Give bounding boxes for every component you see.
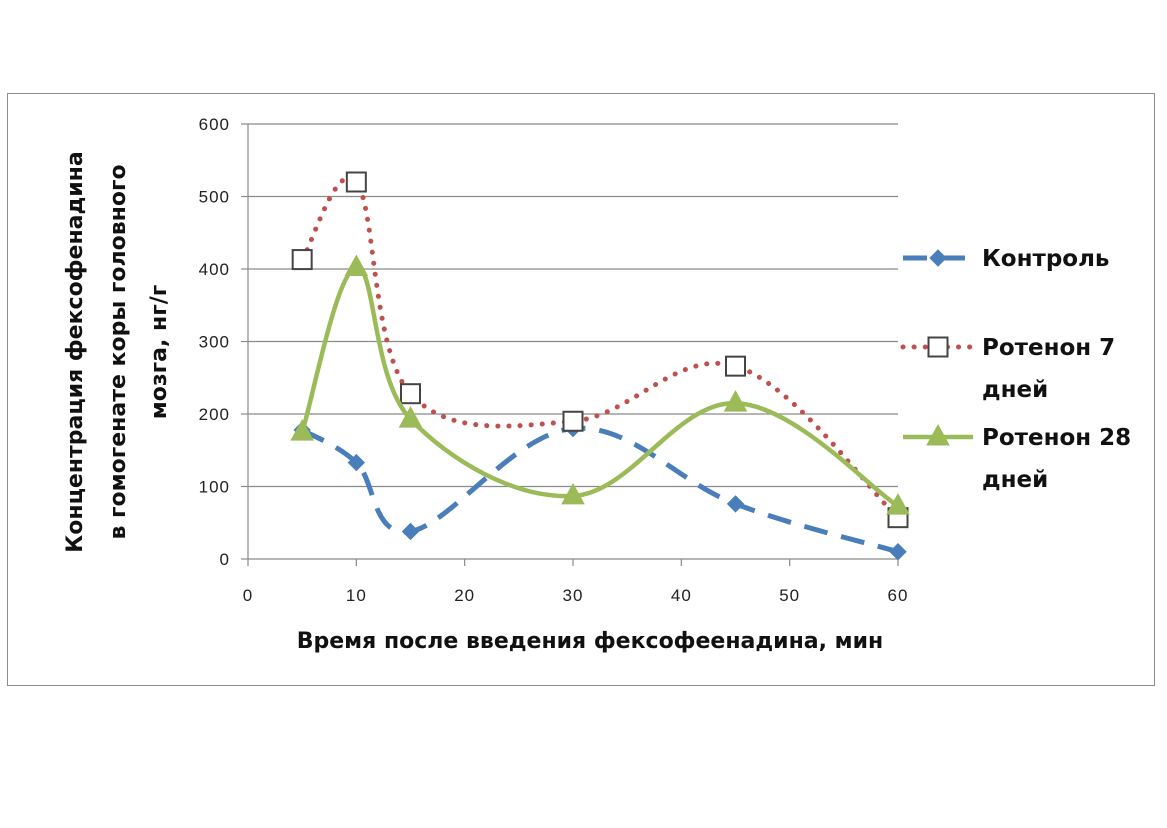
y-tick-label: 200 <box>199 405 230 424</box>
y-tick-label: 100 <box>199 478 230 497</box>
x-tick-label: 40 <box>671 586 692 605</box>
legend: Контроль Ротенон 7 дней Ротенон 28 дней <box>900 246 1131 493</box>
x-tick-label: 20 <box>454 586 475 605</box>
data-point <box>886 493 910 515</box>
axis-titles: Время после введения фексофеенадина, мин… <box>63 151 883 654</box>
x-tick-label: 50 <box>779 586 800 605</box>
x-tick-label: 10 <box>346 586 367 605</box>
y-tick-label: 0 <box>220 550 230 569</box>
y-tick-label: 500 <box>199 188 230 207</box>
x-tick-label: 0 <box>243 586 253 605</box>
legend-marker-0 <box>929 249 947 267</box>
x-axis-title: Время после введения фексофеенадина, мин <box>297 629 884 654</box>
x-tick-labels: 0 10 20 30 40 50 60 <box>243 586 909 605</box>
y-axis-title-line-1: Концентрация фексофенадина <box>63 151 88 552</box>
legend-label-line: дней <box>982 377 1048 403</box>
series-1 <box>291 171 909 529</box>
y-tick-labels: 0 100 200 300 400 500 600 <box>199 115 230 569</box>
data-point <box>400 383 421 405</box>
data-point <box>398 406 423 428</box>
legend-marker-2 <box>926 423 950 446</box>
y-axis-title-line-3: мозга, нг/г <box>147 285 172 419</box>
legend-marker-1 <box>927 336 949 358</box>
data-point <box>725 355 746 377</box>
y-tick-label: 400 <box>199 260 230 279</box>
data-point <box>726 495 745 513</box>
chart-frame <box>7 93 1155 686</box>
legend-item-2: Ротенон 28 дней <box>903 423 1131 493</box>
y-axis-title-line-2: в гомогенате коры головного <box>106 164 131 539</box>
data-point <box>290 419 315 441</box>
series-line-2 <box>300 265 900 508</box>
data-point <box>889 543 907 561</box>
data-point <box>562 410 584 432</box>
data-point <box>344 254 369 277</box>
data-point <box>345 171 367 193</box>
series-2 <box>290 254 910 515</box>
series-line-0 <box>300 425 899 555</box>
legend-item-0: Контроль <box>903 246 1109 272</box>
y-tick-label: 300 <box>199 333 230 352</box>
legend-label-line: дней <box>982 467 1048 493</box>
x-tick-label: 30 <box>563 586 584 605</box>
data-point <box>723 390 748 412</box>
legend-label-line: Контроль <box>982 246 1109 272</box>
data-point <box>291 249 313 271</box>
legend-label-line: Ротенон 7 <box>982 335 1115 361</box>
series-line-1 <box>299 175 901 521</box>
data-point <box>347 453 366 472</box>
legend-label-line: Ротенон 28 <box>982 425 1131 451</box>
axes <box>241 123 899 566</box>
data-point <box>401 522 420 541</box>
y-tick-label: 600 <box>199 115 230 134</box>
grid-lines <box>248 123 898 488</box>
series-group <box>290 171 910 561</box>
x-tick-label: 60 <box>888 586 909 605</box>
legend-item-1: Ротенон 7 дней <box>900 335 1115 403</box>
data-point <box>561 482 585 505</box>
